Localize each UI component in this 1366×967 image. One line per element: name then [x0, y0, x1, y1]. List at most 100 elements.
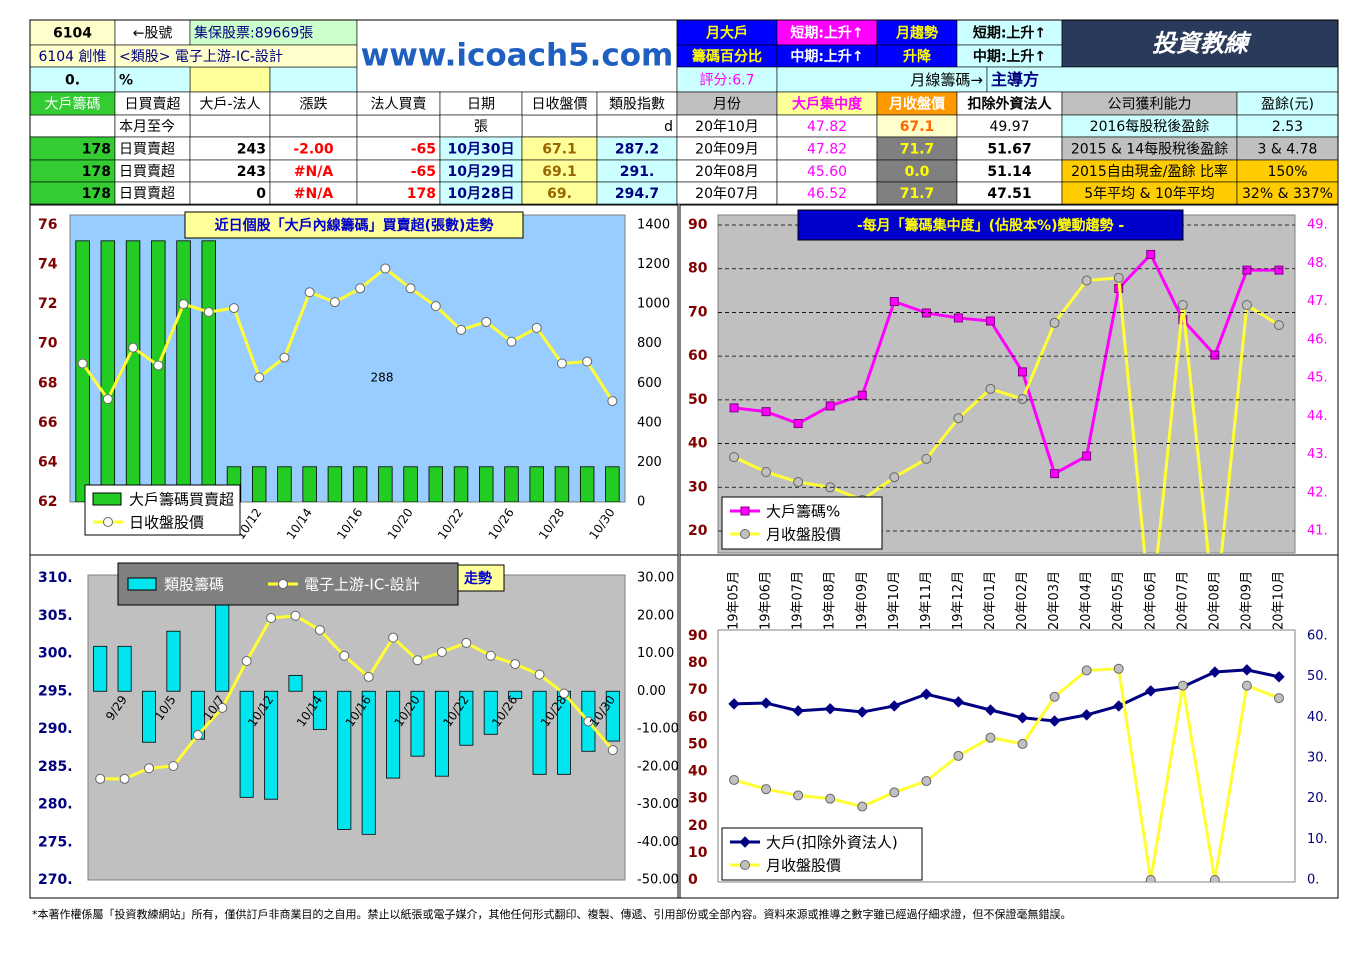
y2-tick-label: -20.00	[637, 759, 679, 774]
marker	[921, 308, 931, 318]
marker	[739, 836, 751, 848]
marker	[1242, 265, 1252, 275]
y2-tick-label: 49.	[1307, 218, 1328, 233]
table-cell-text: #N/A	[294, 186, 334, 202]
marker	[740, 529, 750, 539]
y2-tick-label: 40.	[1307, 710, 1328, 725]
table-cell-text: 月大戶	[705, 25, 748, 42]
marker	[556, 358, 567, 369]
marker	[825, 401, 835, 411]
marker	[1209, 875, 1220, 882]
table-cell-text: 51.14	[987, 164, 1032, 180]
table-cell-text: 20年09月	[695, 142, 759, 158]
table-cell-text: 短期:上升↑	[973, 25, 1046, 42]
marker	[824, 703, 836, 715]
legend-box	[721, 496, 883, 550]
table-cell-text: 71.7	[900, 186, 935, 202]
table-cell-text: %	[119, 73, 133, 89]
table-cell-text: -65	[411, 142, 436, 158]
table-cell-text: 294.7	[615, 186, 659, 202]
y-tick-label: 80	[688, 261, 708, 277]
x-tick-label: 19年10月	[887, 571, 902, 630]
x-tick-label: 19年07月	[791, 571, 806, 630]
table-cell	[676, 19, 778, 46]
table-cell-text: 20年07月	[695, 186, 759, 202]
table-cell	[189, 19, 358, 46]
legend-label: 日收盤股價	[129, 514, 204, 532]
marker	[405, 283, 416, 294]
table-cell-text: 大戶集中度	[792, 96, 863, 113]
y-tick-label: 60	[688, 709, 708, 725]
bar	[239, 690, 254, 798]
table-cell-text: 日買賣超	[119, 164, 175, 180]
y-tick-label: 64	[38, 454, 58, 470]
line	[81, 266, 614, 403]
marker	[1145, 875, 1156, 882]
y2-tick-label: -40.00	[637, 835, 679, 850]
y-tick-label: 70	[688, 304, 708, 320]
y-tick-label: 72	[38, 296, 57, 312]
legend-label: 類股籌碼	[164, 576, 224, 594]
marker	[1017, 738, 1028, 749]
marker	[1081, 665, 1092, 676]
marker	[95, 773, 106, 784]
y2-tick-label: 30.	[1307, 751, 1328, 766]
table-cell-text: 32% & 337%	[1242, 186, 1333, 202]
table-cell-text: 0.0	[905, 164, 930, 180]
table-cell-bg	[29, 114, 116, 138]
table-cell-bg	[269, 66, 358, 93]
marker	[241, 656, 252, 667]
marker	[103, 517, 113, 527]
bar	[403, 466, 418, 502]
y2-tick-label: 0.00	[637, 684, 666, 699]
bar	[352, 466, 368, 502]
table-cell-text: -2.00	[293, 142, 334, 158]
plot-layer	[75, 240, 620, 502]
bar	[125, 240, 141, 502]
bar	[532, 690, 547, 775]
marker	[506, 336, 517, 347]
table-cell-text: 升降	[903, 48, 932, 65]
table-cell-text: 公司獲利能力	[1108, 97, 1192, 113]
x-tick-label: 19年09月	[855, 571, 870, 630]
bar	[100, 240, 116, 502]
legend-swatch	[127, 577, 157, 591]
table-cell-text: 5年平均 & 10年平均	[1084, 186, 1215, 202]
y2-tick-label: 47.	[1307, 294, 1328, 309]
bar	[504, 466, 519, 502]
x-tick-label: 20年04月	[1079, 571, 1094, 630]
y-tick-label: 62	[38, 494, 57, 510]
marker	[304, 287, 315, 298]
table-cell-text: 法人買賣	[371, 97, 427, 113]
table-cell-text: 日收盤價	[532, 96, 588, 113]
y-tick-label: 68	[38, 375, 57, 391]
table-cell-text: 2.53	[1272, 119, 1303, 135]
plot-layer	[729, 249, 1284, 553]
table-cell-text: 46.52	[807, 186, 847, 202]
marker	[953, 413, 964, 424]
table-cell	[114, 19, 191, 46]
y-tick-label: 295.	[38, 683, 73, 699]
marker	[119, 773, 130, 784]
legend-label: 電子上游-IC-設計	[304, 576, 420, 594]
table-cell-text: 287.2	[615, 142, 659, 158]
x-tick-label: 19年06月	[759, 571, 774, 630]
marker	[355, 283, 366, 294]
bar	[166, 630, 181, 692]
table-cell	[114, 66, 191, 93]
y2-tick-label: 800	[637, 336, 662, 351]
marker	[889, 472, 900, 483]
marker	[740, 506, 750, 516]
marker	[254, 372, 265, 383]
marker	[217, 702, 228, 713]
table-cell-text: 178	[82, 142, 111, 158]
marker	[793, 419, 803, 429]
table-cell-text: <類股> 電子上游-IC-設計	[119, 49, 283, 65]
y-tick-label: 270.	[38, 872, 73, 888]
x-tick-label: 19年08月	[823, 571, 838, 630]
y-tick-label: 90	[688, 628, 708, 644]
table-cell-text: 2016每股稅後盈餘	[1090, 118, 1210, 135]
marker	[760, 697, 772, 709]
bar	[251, 466, 267, 502]
table-cell-text: 張	[474, 119, 488, 135]
